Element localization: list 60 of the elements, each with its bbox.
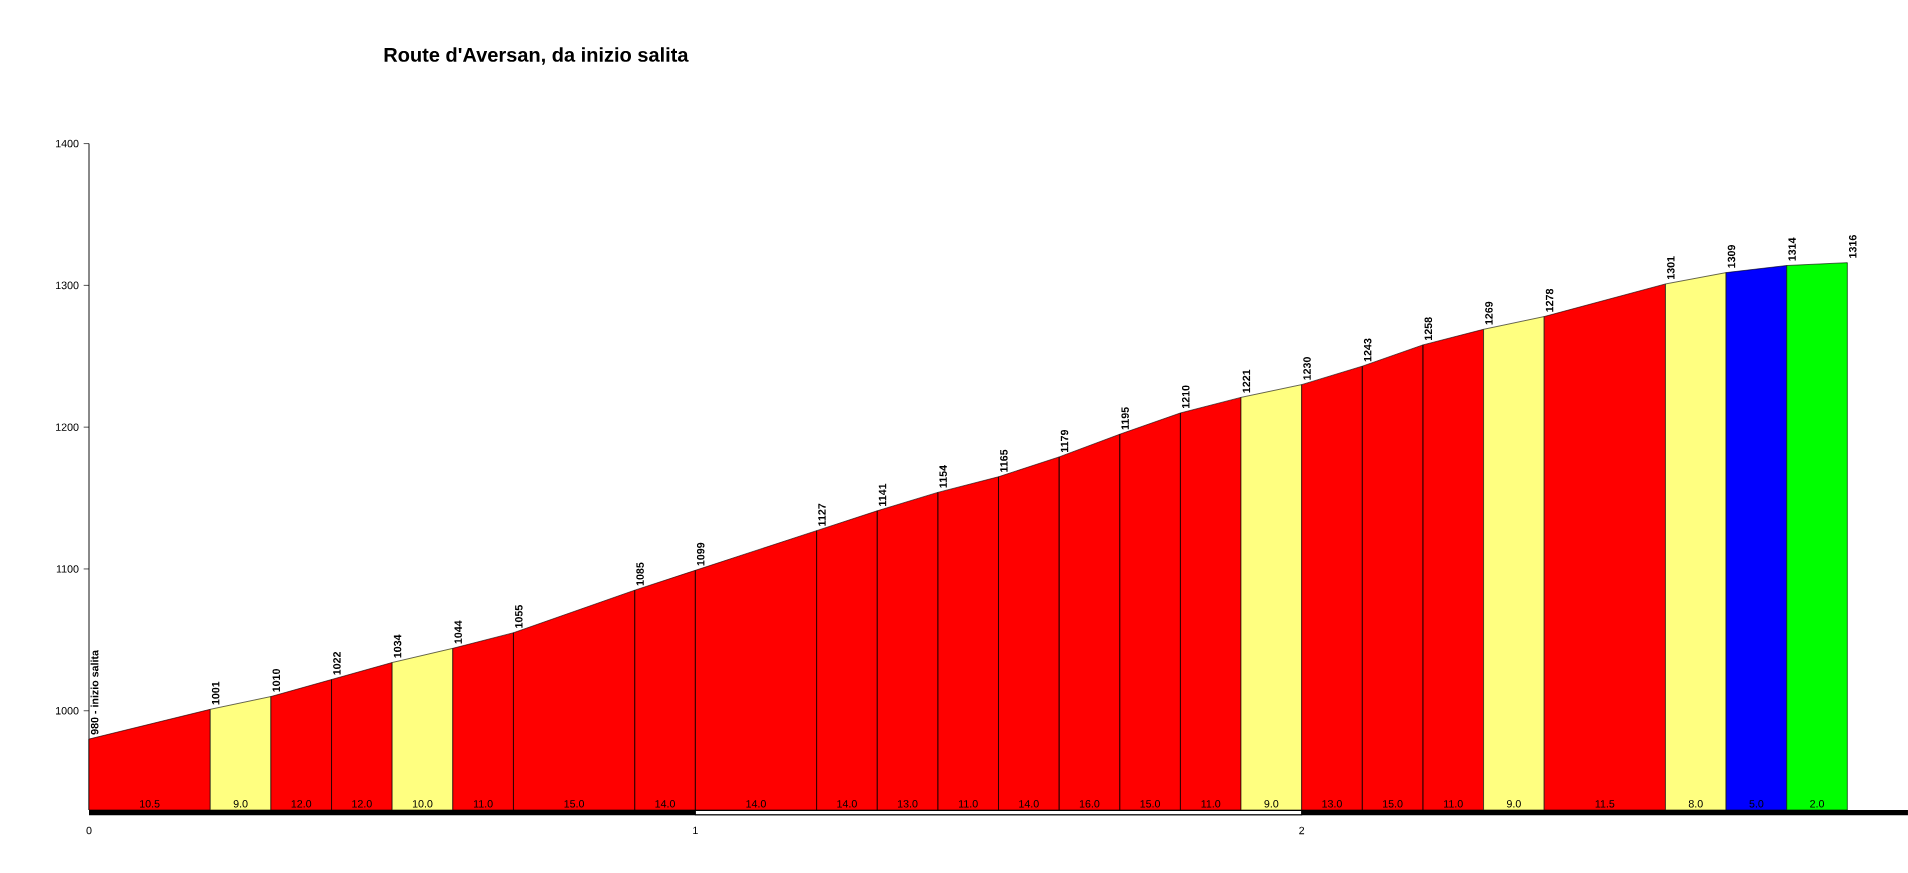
annotation: 2.0 [1810, 800, 1825, 808]
annotation: 10.0 [412, 800, 433, 808]
data-label: 1022 [333, 651, 341, 675]
annotation: 15.0 [1140, 800, 1161, 808]
annotation: 9.0 [233, 800, 248, 808]
annotation: 9.0 [1264, 800, 1279, 808]
annotation: 11.0 [1201, 800, 1221, 808]
y-tick-label: 1400 [56, 139, 79, 148]
annotation: 11.0 [1444, 800, 1463, 808]
data-label: 1258 [1424, 317, 1433, 340]
data-label: 1195 [1121, 407, 1129, 430]
data-label: 1309 [1727, 245, 1736, 268]
data-label: 1154 [939, 465, 947, 488]
annotation: 14.0 [746, 800, 766, 808]
y-tick-label: 1300 [56, 281, 79, 290]
x-tick-label: 1 [693, 826, 698, 835]
annotation: 15.0 [1383, 800, 1403, 808]
annotation: 16.0 [1079, 800, 1100, 808]
annotation: 11.0 [473, 800, 493, 808]
data-label: 1127 [818, 503, 826, 526]
data-label: 1141 [878, 483, 887, 506]
y-tick-label: 1200 [56, 423, 79, 431]
data-label: 1269 [1485, 301, 1493, 325]
y-tick-label: 1000 [56, 706, 79, 715]
annotation: 9.0 [1506, 800, 1521, 808]
annotation: 13.0 [1322, 800, 1342, 808]
annotation: 14.0 [655, 800, 675, 808]
annotation: 11.0 [959, 800, 978, 808]
data-label: 1301 [1667, 256, 1675, 280]
data-label: 1001 [211, 681, 220, 705]
data-label: 1099 [696, 542, 705, 566]
annotation: 14.0 [837, 800, 857, 808]
chart-title: Route d'Aversan, da inizio salita [384, 47, 689, 65]
data-label: 1314 [1788, 237, 1796, 261]
data-label: 1210 [1182, 385, 1190, 409]
data-label: 1055 [515, 605, 523, 628]
y-tick-label: 1100 [56, 565, 79, 573]
annotation: 14.0 [1019, 800, 1039, 808]
data-label: 1165 [1000, 449, 1008, 472]
annotation: 15.0 [564, 800, 585, 808]
data-label: 1316 [1848, 235, 1857, 258]
data-label: 1243 [1363, 338, 1372, 362]
data-label: 1044 [454, 620, 462, 644]
annotation: 5.0 [1749, 800, 1764, 808]
annotation: 11.5 [1595, 800, 1615, 808]
x-tick-label: 2 [1299, 826, 1305, 835]
data-label: 1221 [1242, 369, 1251, 393]
annotation: 8.0 [1688, 800, 1703, 808]
data-label: 1085 [636, 562, 644, 586]
data-label: 1230 [1303, 357, 1311, 380]
data-label: 1034 [393, 634, 402, 658]
annotation: 12.0 [352, 800, 372, 808]
data-label: 1179 [1060, 429, 1069, 452]
x-tick-label: 0 [86, 826, 92, 835]
data-label: 1278 [1545, 288, 1554, 312]
data-label: 980 - inizio salita [90, 649, 99, 735]
annotation: 13.0 [897, 800, 918, 808]
data-label: 1010 [272, 669, 281, 692]
annotation: 10.5 [140, 800, 160, 808]
annotation: 12.0 [291, 800, 312, 808]
